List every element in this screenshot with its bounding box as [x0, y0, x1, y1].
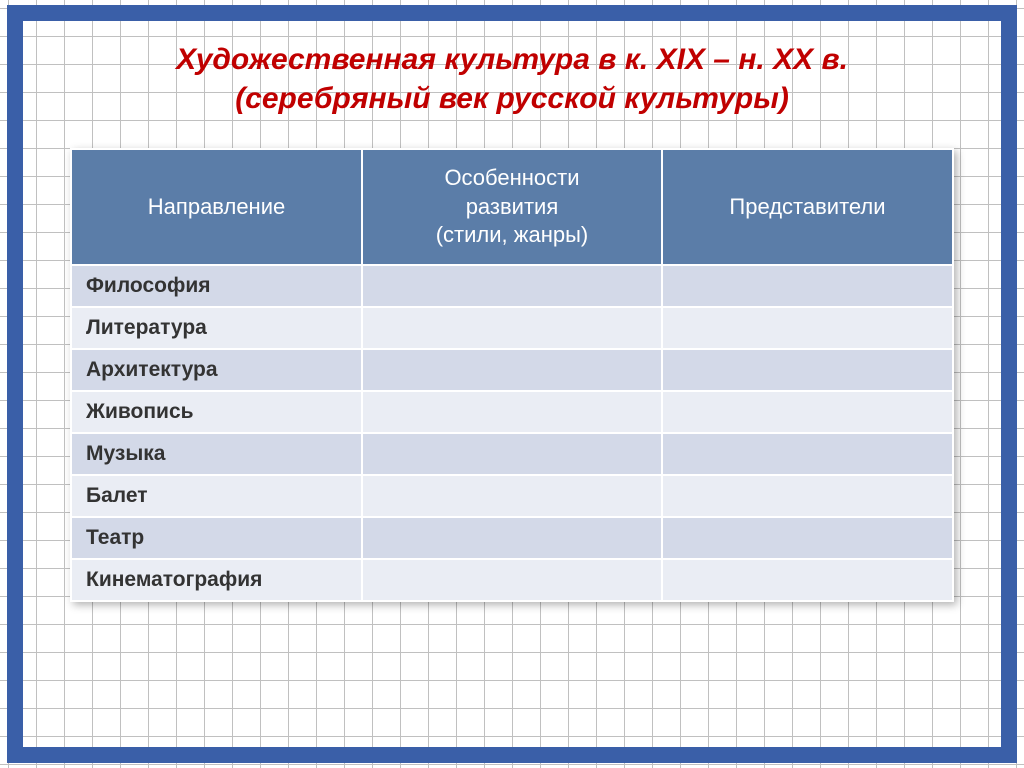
slide-content: Художественная культура в к. XIX – н. XX… — [50, 40, 974, 738]
table-row: Живопись — [71, 391, 953, 433]
cell-features — [362, 349, 662, 391]
row-label: Литература — [71, 307, 362, 349]
table-header-row: Направление Особенностиразвития(стили, ж… — [71, 149, 953, 265]
table-row: Философия — [71, 265, 953, 307]
row-label: Кинематография — [71, 559, 362, 601]
cell-features — [362, 307, 662, 349]
table-row: Музыка — [71, 433, 953, 475]
row-label: Философия — [71, 265, 362, 307]
cell-representatives — [662, 517, 953, 559]
row-label: Музыка — [71, 433, 362, 475]
row-label: Живопись — [71, 391, 362, 433]
cell-representatives — [662, 475, 953, 517]
title-line-2: (серебряный век русской культуры) — [235, 82, 789, 115]
cell-features — [362, 559, 662, 601]
col-header-representatives: Представители — [662, 149, 953, 265]
row-label: Архитектура — [71, 349, 362, 391]
cell-representatives — [662, 265, 953, 307]
row-label: Театр — [71, 517, 362, 559]
culture-table: Направление Особенностиразвития(стили, ж… — [70, 148, 954, 602]
col-header-features: Особенностиразвития(стили, жанры) — [362, 149, 662, 265]
table-row: Кинематография — [71, 559, 953, 601]
slide-title: Художественная культура в к. XIX – н. XX… — [50, 40, 974, 118]
cell-features — [362, 475, 662, 517]
table-container: Направление Особенностиразвития(стили, ж… — [50, 148, 974, 602]
cell-features — [362, 265, 662, 307]
cell-representatives — [662, 433, 953, 475]
cell-features — [362, 391, 662, 433]
cell-representatives — [662, 307, 953, 349]
table-row: Литература — [71, 307, 953, 349]
col-header-direction: Направление — [71, 149, 362, 265]
table-body: Философия Литература Архитектура Живопис… — [71, 265, 953, 601]
cell-representatives — [662, 559, 953, 601]
table-row: Архитектура — [71, 349, 953, 391]
cell-representatives — [662, 391, 953, 433]
cell-features — [362, 433, 662, 475]
row-label: Балет — [71, 475, 362, 517]
cell-features — [362, 517, 662, 559]
table-row: Театр — [71, 517, 953, 559]
cell-representatives — [662, 349, 953, 391]
table-row: Балет — [71, 475, 953, 517]
title-line-1: Художественная культура в к. XIX – н. XX… — [176, 43, 848, 76]
